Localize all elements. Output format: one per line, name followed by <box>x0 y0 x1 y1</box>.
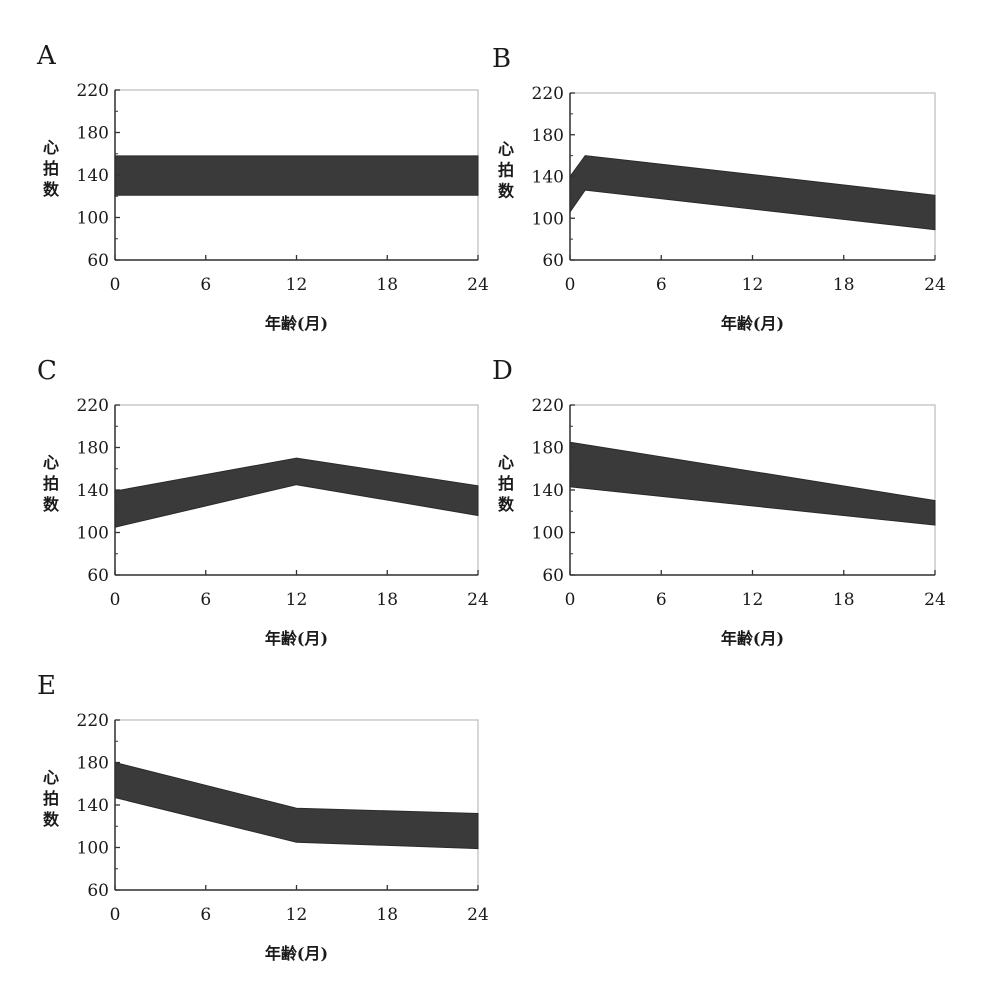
x-tick-label: 24 <box>467 905 489 925</box>
x-tick-label: 12 <box>286 905 308 925</box>
y-tick-label: 140 <box>77 481 109 501</box>
y-tick-label: 140 <box>532 481 564 501</box>
y-tick-label: 100 <box>532 524 564 544</box>
y-tick-label: 60 <box>542 251 564 271</box>
x-tick-label: 0 <box>110 905 121 925</box>
y-tick-label: 60 <box>87 881 109 901</box>
y-axis-title-char: 数 <box>498 495 515 514</box>
x-tick-label: 12 <box>742 275 764 295</box>
y-tick-label: 60 <box>87 566 109 586</box>
panel-letter: E <box>37 671 56 701</box>
x-tick-label: 12 <box>286 590 308 610</box>
y-axis-title-char: 心 <box>498 140 514 159</box>
y-tick-label: 180 <box>532 126 564 146</box>
y-tick-label: 180 <box>77 754 109 774</box>
y-tick-label: 60 <box>87 251 109 271</box>
heart-rate-band <box>114 155 479 196</box>
x-tick-label: 0 <box>110 275 121 295</box>
x-tick-label: 12 <box>286 275 308 295</box>
y-tick-label: 100 <box>532 209 564 229</box>
x-axis-title: 年齢(月) <box>265 944 328 963</box>
x-tick-label: 6 <box>656 590 667 610</box>
x-tick-label: 18 <box>833 590 855 610</box>
y-tick-label: 100 <box>77 524 109 544</box>
panel-letter: D <box>492 356 513 386</box>
y-axis-title-char: 心 <box>43 138 59 157</box>
y-axis-title-char: 心 <box>498 453 514 472</box>
x-tick-label: 6 <box>200 590 211 610</box>
y-axis-title-char: 数 <box>498 182 515 201</box>
x-tick-label: 24 <box>924 275 946 295</box>
y-tick-label: 60 <box>542 566 564 586</box>
y-axis-title-char: 数 <box>43 180 60 199</box>
x-tick-label: 24 <box>924 590 946 610</box>
x-tick-label: 6 <box>200 275 211 295</box>
x-tick-label: 18 <box>376 275 398 295</box>
x-tick-label: 6 <box>656 275 667 295</box>
x-tick-label: 24 <box>467 275 489 295</box>
x-axis-title: 年齢(月) <box>721 629 784 648</box>
y-tick-label: 220 <box>532 396 564 416</box>
x-tick-label: 24 <box>467 590 489 610</box>
x-tick-label: 12 <box>742 590 764 610</box>
panel-letter: A <box>36 41 57 71</box>
y-tick-label: 180 <box>532 439 564 459</box>
x-axis-title: 年齢(月) <box>265 629 328 648</box>
y-axis-title-char: 拍 <box>498 474 514 493</box>
y-axis-title-char: 心 <box>43 768 59 787</box>
x-axis-title: 年齢(月) <box>721 314 784 333</box>
y-tick-label: 220 <box>532 84 564 104</box>
y-axis-title-char: 心 <box>43 453 59 472</box>
x-tick-label: 18 <box>376 590 398 610</box>
heart-rate-band <box>569 441 936 526</box>
y-tick-label: 220 <box>77 396 109 416</box>
panel-letter: C <box>37 356 57 386</box>
heart-rate-band <box>569 155 936 231</box>
panel-letter: B <box>492 44 511 74</box>
y-tick-label: 220 <box>77 711 109 731</box>
x-axis-title: 年齢(月) <box>265 314 328 333</box>
y-axis-title-char: 拍 <box>43 474 59 493</box>
y-axis-title: 心拍数 <box>43 453 60 514</box>
y-tick-label: 100 <box>77 839 109 859</box>
y-tick-label: 180 <box>77 124 109 144</box>
x-tick-label: 0 <box>565 275 576 295</box>
y-tick-label: 140 <box>532 168 564 188</box>
y-tick-label: 140 <box>77 166 109 186</box>
y-axis-title: 心拍数 <box>498 140 515 201</box>
x-tick-label: 18 <box>376 905 398 925</box>
y-tick-label: 180 <box>77 439 109 459</box>
x-tick-label: 0 <box>565 590 576 610</box>
y-axis-title-char: 拍 <box>43 159 59 178</box>
heart-rate-band <box>114 761 479 850</box>
y-tick-label: 100 <box>77 209 109 229</box>
y-axis-title: 心拍数 <box>43 138 60 199</box>
x-tick-label: 6 <box>200 905 211 925</box>
y-axis-title: 心拍数 <box>498 453 515 514</box>
x-tick-label: 0 <box>110 590 121 610</box>
y-tick-label: 140 <box>77 796 109 816</box>
y-axis-title-char: 数 <box>43 810 60 829</box>
x-tick-label: 18 <box>833 275 855 295</box>
heart-rate-band <box>114 457 479 528</box>
y-tick-label: 220 <box>77 81 109 101</box>
y-axis-title-char: 拍 <box>43 789 59 808</box>
y-axis-title-char: 拍 <box>498 161 514 180</box>
y-axis-title: 心拍数 <box>43 768 60 829</box>
y-axis-title-char: 数 <box>43 495 60 514</box>
